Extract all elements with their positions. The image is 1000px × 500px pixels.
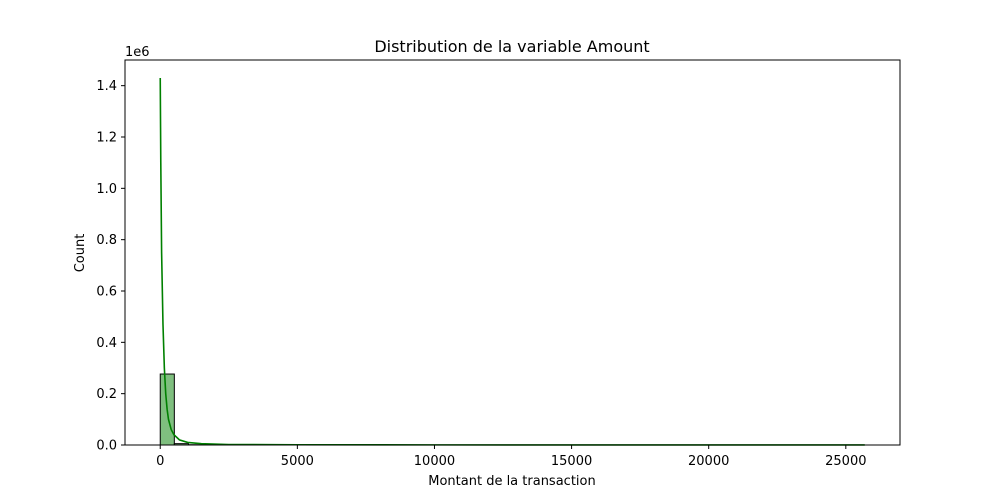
chart-title: Distribution de la variable Amount — [374, 37, 649, 56]
y-tick-label-1: 0.2 — [96, 387, 117, 402]
y-tick-label-5: 1.0 — [96, 182, 117, 197]
x-tick-label-3: 15000 — [551, 454, 592, 469]
y-axis-multiplier: 1e6 — [125, 45, 150, 60]
y-tick-label-3: 0.6 — [96, 285, 117, 300]
axes-frame — [124, 59, 901, 446]
y-tick-label-6: 1.2 — [96, 131, 117, 146]
x-tick-label-4: 20000 — [688, 454, 729, 469]
x-axis-ticks: 0 5000 10000 15000 20000 25000 — [156, 445, 866, 469]
y-tick-label-0: 0.0 — [96, 439, 117, 454]
y-tick-label-4: 0.8 — [96, 233, 117, 248]
y-axis-ticks: 0.0 0.2 0.4 0.6 0.8 1.0 1.2 1.4 — [96, 79, 125, 454]
x-tick-label-1: 5000 — [281, 454, 314, 469]
y-tick-label-7: 1.4 — [96, 79, 117, 94]
y-tick-label-2: 0.4 — [96, 336, 117, 351]
x-tick-label-0: 0 — [156, 454, 164, 469]
x-tick-label-2: 10000 — [414, 454, 455, 469]
y-axis-label: Count — [73, 234, 88, 273]
x-tick-label-5: 25000 — [825, 454, 866, 469]
x-axis-label: Montant de la transaction — [428, 474, 595, 489]
plot-area — [124, 59, 901, 446]
